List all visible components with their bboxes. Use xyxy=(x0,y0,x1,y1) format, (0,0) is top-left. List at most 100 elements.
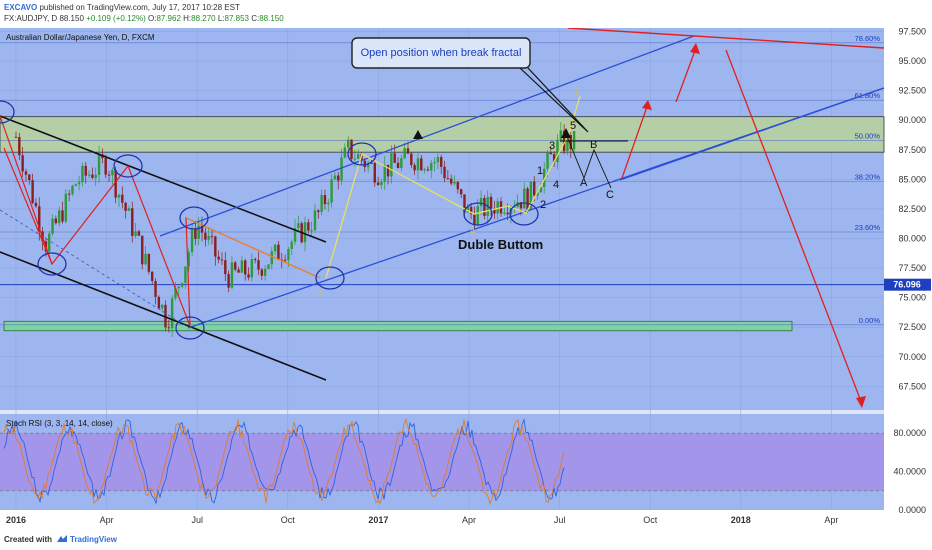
pane-separator[interactable] xyxy=(0,410,884,414)
candle-body xyxy=(463,194,466,213)
time-scale[interactable] xyxy=(0,510,884,528)
candle-body xyxy=(144,253,147,265)
candle-body xyxy=(363,160,367,168)
tradingview-brand[interactable]: TradingView xyxy=(70,535,117,544)
author-name[interactable]: EXCAVO xyxy=(4,3,38,12)
candle-body xyxy=(469,206,473,215)
fractal-circle xyxy=(0,100,15,124)
candle-body xyxy=(224,260,227,275)
current-price-box xyxy=(884,278,931,291)
candle-body xyxy=(194,229,197,239)
fractal-circle xyxy=(315,266,345,290)
candle-body xyxy=(476,206,479,226)
rsi-tick-label: 0.0000 xyxy=(898,505,926,515)
wave-label: 2 xyxy=(540,199,546,211)
candle-body xyxy=(390,153,393,177)
orange-trendline xyxy=(185,217,321,279)
candle-body xyxy=(496,201,499,214)
candle-body xyxy=(71,185,74,195)
candle-body xyxy=(164,304,167,328)
candle-body xyxy=(234,262,237,270)
candle-body xyxy=(121,194,124,203)
fib-label: 38.20% xyxy=(855,173,881,182)
candle-body xyxy=(526,188,529,211)
arrowhead-icon xyxy=(856,396,866,408)
candle-body xyxy=(227,274,230,288)
fib-label: 23.60% xyxy=(855,223,881,232)
x-tick-label: Oct xyxy=(281,515,296,525)
drawings xyxy=(0,28,885,408)
candle-body xyxy=(94,174,97,178)
candle-body xyxy=(320,195,323,212)
y-tick-label: 90.000 xyxy=(898,115,926,125)
candle-body xyxy=(260,269,264,276)
wave-label: C xyxy=(606,189,614,201)
candle-body xyxy=(297,223,300,229)
candle-body xyxy=(503,212,506,214)
y-tick-label: 80.000 xyxy=(898,234,926,244)
red-resistance-line xyxy=(567,28,885,49)
rsi-k-line xyxy=(3,418,565,505)
x-tick-label: Apr xyxy=(462,515,476,525)
wave-label: A xyxy=(580,177,588,189)
yellow-wave-label: 4 xyxy=(470,226,475,236)
candle-body xyxy=(137,231,141,236)
candle-body xyxy=(556,139,559,163)
candle-body xyxy=(54,218,58,224)
fibonacci-levels: 78.60% 61.80% 50.00% 38.20% 23.60% 0.00% xyxy=(0,34,884,326)
candle-body xyxy=(61,210,64,222)
main-pane-bg xyxy=(0,28,884,410)
fractal-circle xyxy=(179,206,209,230)
publish-line: EXCAVO published on TradingView.com, Jul… xyxy=(4,3,240,12)
created-with-text: Created with xyxy=(4,535,53,544)
fractal-circle xyxy=(113,154,143,178)
candle-body xyxy=(466,206,469,213)
candle-body xyxy=(506,212,509,215)
candle-body xyxy=(28,174,31,181)
candle-body xyxy=(380,181,383,185)
candle-body xyxy=(220,259,224,261)
rsi-tick-label: 80.0000 xyxy=(893,428,926,438)
candle-body xyxy=(81,165,84,183)
candle-body xyxy=(217,256,220,260)
candle-body xyxy=(34,202,38,207)
close-label: C: xyxy=(251,14,260,23)
candle-body xyxy=(313,210,317,231)
candle-body xyxy=(327,202,330,205)
y-tick-label: 85.000 xyxy=(898,174,926,184)
x-tick-label: Apr xyxy=(824,515,838,525)
up-channel-upper xyxy=(159,35,695,237)
y-tick-label: 82.500 xyxy=(898,204,926,214)
candle-body xyxy=(426,169,430,171)
candle-body xyxy=(356,154,360,159)
price-scale[interactable] xyxy=(884,28,932,528)
candle-body xyxy=(151,271,154,282)
callout-pointer xyxy=(519,67,589,133)
wave-label: 1 xyxy=(537,165,543,177)
candle-body xyxy=(38,206,41,232)
fractal-triangle-icon xyxy=(413,130,423,139)
price-chart[interactable]: 78.60% 61.80% 50.00% 38.20% 23.60% 0.00% 1 2 3 4… xyxy=(0,28,932,528)
candle-body xyxy=(330,179,333,203)
candle-body xyxy=(333,175,337,180)
symbol-label[interactable]: FX:AUDJPY, D xyxy=(4,14,58,23)
y-axis: 97.500 95.000 92.500 90.000 87.500 85.000 82.5… xyxy=(898,28,926,391)
projection-label: 5 xyxy=(575,88,581,99)
candle-body xyxy=(48,233,51,252)
candle-body xyxy=(542,168,546,188)
fib-label: 0.00% xyxy=(859,316,881,325)
fractal-triangle-icon xyxy=(561,128,571,138)
candle-body xyxy=(410,153,413,166)
candle-body xyxy=(97,154,101,175)
candle-body xyxy=(277,244,280,260)
candle-body xyxy=(267,264,270,269)
candle-body xyxy=(376,182,380,185)
candle-body xyxy=(253,259,257,261)
fractal-circle xyxy=(463,202,493,226)
resistance-zone xyxy=(0,116,885,153)
stoch-rsi-indicator: 80.0000 40.0000 0.0000 xyxy=(0,418,926,515)
footer: Created with TradingView xyxy=(0,529,932,550)
candle-body xyxy=(263,268,267,276)
candle-body xyxy=(533,181,536,196)
candle-body xyxy=(519,202,523,209)
